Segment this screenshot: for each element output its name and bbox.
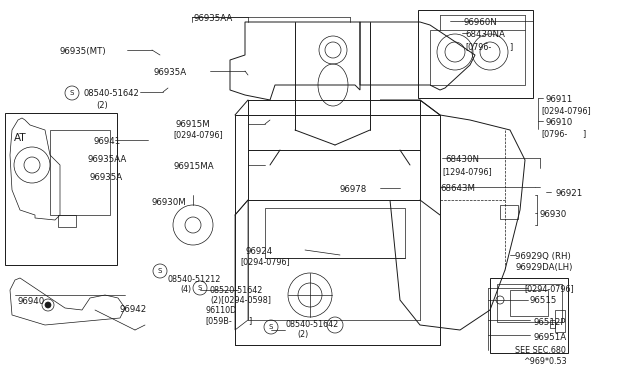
Text: 96910: 96910 — [545, 118, 572, 127]
Text: 08540-51212: 08540-51212 — [168, 275, 221, 284]
Text: 96940: 96940 — [18, 297, 45, 306]
Text: 96935AA: 96935AA — [193, 14, 232, 23]
Text: 96929DA(LH): 96929DA(LH) — [515, 263, 572, 272]
Text: [0294-0796]: [0294-0796] — [524, 284, 573, 293]
Circle shape — [45, 302, 51, 308]
Text: 96941: 96941 — [93, 137, 120, 146]
Text: [0796-: [0796- — [541, 129, 567, 138]
Text: 96924: 96924 — [245, 247, 272, 256]
Bar — [510, 290, 548, 316]
Text: 08540-51642: 08540-51642 — [286, 320, 339, 329]
Bar — [50, 130, 110, 215]
Text: [0796-: [0796- — [465, 42, 492, 51]
Text: (4): (4) — [180, 285, 191, 294]
Text: [0294-0796]: [0294-0796] — [240, 257, 290, 266]
Text: [0294-0796]: [0294-0796] — [541, 106, 591, 115]
Text: SEE SEC.680: SEE SEC.680 — [515, 346, 566, 355]
Bar — [500, 205, 518, 219]
Text: 08540-51642: 08540-51642 — [83, 89, 139, 98]
Text: 96951A: 96951A — [534, 333, 567, 342]
Text: 96915MA: 96915MA — [173, 162, 214, 171]
Text: S: S — [198, 285, 202, 291]
Text: AT: AT — [14, 133, 27, 143]
Text: 96942: 96942 — [120, 305, 147, 314]
Text: 68430N: 68430N — [445, 155, 479, 164]
Bar — [497, 284, 562, 322]
Text: ]: ] — [248, 316, 252, 325]
Text: 96915M: 96915M — [175, 120, 210, 129]
Bar — [550, 320, 555, 328]
Text: ^969*0.53: ^969*0.53 — [523, 357, 566, 366]
Text: (2)[0294-0598]: (2)[0294-0598] — [210, 296, 271, 305]
Text: S: S — [158, 268, 162, 274]
Bar — [555, 310, 565, 332]
Text: [059B-: [059B- — [205, 316, 232, 325]
Text: 96921: 96921 — [555, 189, 582, 198]
Text: (2): (2) — [297, 330, 308, 339]
Text: 68430NA: 68430NA — [465, 30, 505, 39]
Bar — [265, 208, 405, 258]
Text: 96911: 96911 — [545, 95, 572, 104]
Text: ]: ] — [509, 42, 512, 51]
Bar — [490, 278, 568, 353]
Text: [0294-0796]: [0294-0796] — [173, 130, 223, 139]
Text: 08520-51642: 08520-51642 — [210, 286, 264, 295]
Bar — [430, 30, 525, 85]
Text: 68643M: 68643M — [440, 184, 475, 193]
Text: 96930: 96930 — [539, 210, 566, 219]
Text: [1294-0796]: [1294-0796] — [442, 167, 492, 176]
Bar — [418, 10, 533, 98]
Text: 96978: 96978 — [339, 185, 366, 194]
Text: 96512P: 96512P — [534, 318, 566, 327]
Text: ]: ] — [582, 129, 585, 138]
Text: 96935A: 96935A — [153, 68, 186, 77]
Text: 96930M: 96930M — [152, 198, 187, 207]
Text: 96960N: 96960N — [463, 18, 497, 27]
Text: S: S — [70, 90, 74, 96]
Text: 96515: 96515 — [530, 296, 557, 305]
Text: 96935(MT): 96935(MT) — [60, 47, 107, 56]
Text: (2): (2) — [96, 101, 108, 110]
Bar — [5, 113, 117, 265]
Text: S: S — [269, 324, 273, 330]
Text: 96929Q (RH): 96929Q (RH) — [515, 252, 571, 261]
Text: 96935A: 96935A — [90, 173, 123, 182]
Bar — [58, 215, 76, 227]
Text: 96935AA: 96935AA — [88, 155, 127, 164]
Text: 96110D: 96110D — [205, 306, 236, 315]
